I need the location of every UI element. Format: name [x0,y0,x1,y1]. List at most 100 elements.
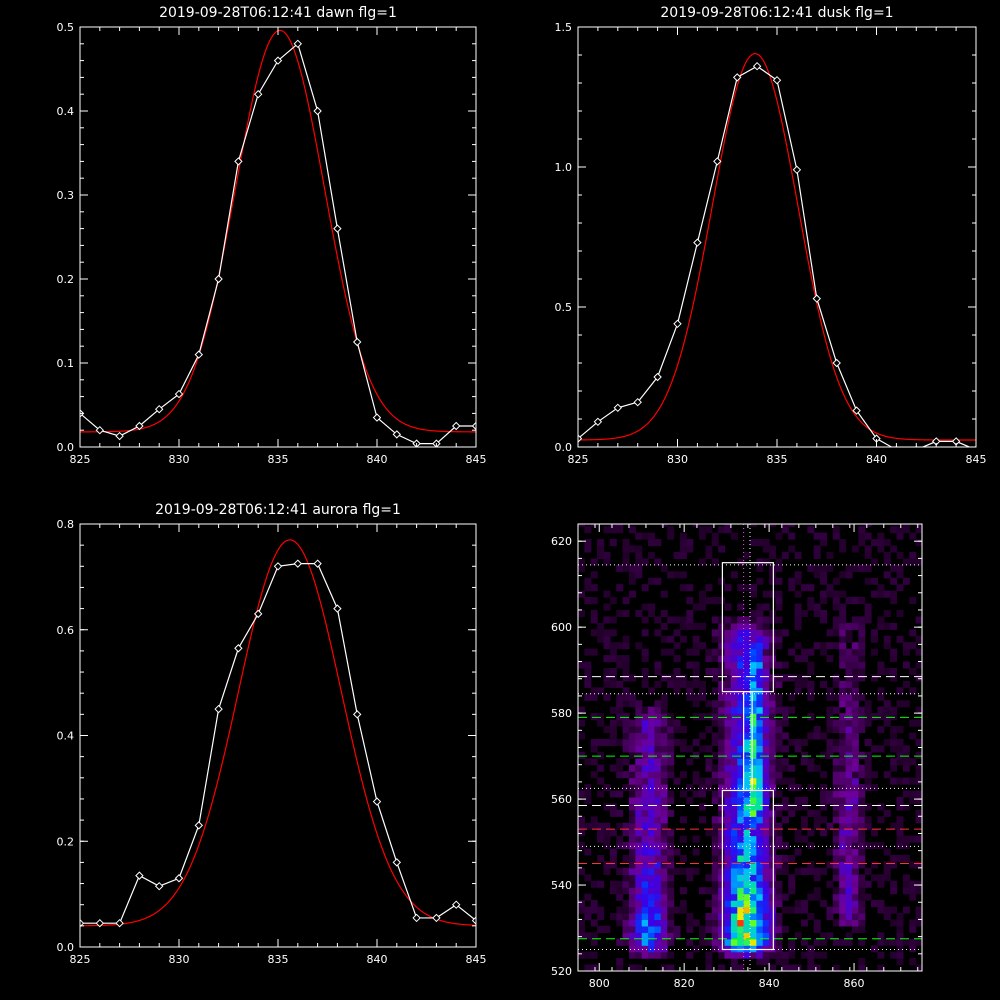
heatmap-cell [635,738,643,746]
heatmap-cell [909,938,917,946]
heatmap-cell [877,726,885,734]
heatmap-cell [603,829,611,837]
heatmap-cell [686,912,694,921]
heatmap-cell [616,919,624,927]
heatmap-cell [864,822,872,830]
heatmap-cell [769,655,777,663]
heatmap-cell [737,822,745,830]
heatmap-cell [864,564,872,572]
heatmap-cell [909,796,917,804]
heatmap-cell [762,771,770,779]
heatmap-cell [679,680,687,688]
heatmap-cell [628,906,636,914]
data-point [115,431,124,441]
heatmap-cell [788,693,796,701]
heatmap-cell [737,764,745,772]
heatmap-cell [762,545,770,553]
heatmap-cell [756,932,764,940]
heatmap-cell [794,655,802,663]
heatmap-cell [750,900,757,908]
heatmap-cell [724,758,732,766]
heatmap-cell [896,835,904,843]
heatmap-cell [628,790,636,798]
heatmap-cell [839,887,847,895]
heatmap-cell [654,925,662,933]
heatmap-cell [648,906,656,914]
heatmap-cell [750,880,757,888]
heatmap-cell [902,938,910,946]
heatmap-cell [743,874,751,882]
data-point [273,562,283,571]
y-tick-label: 0.8 [57,518,75,531]
heatmap-cell [590,738,598,746]
heatmap-cell [915,648,922,656]
heatmap-cell [807,661,815,669]
heatmap-cell [724,642,732,650]
heatmap-cell [902,842,910,850]
heatmap-cell [718,648,726,656]
heatmap-cell [915,809,922,817]
heatmap-cell [883,771,891,779]
heatmap-cell [609,809,617,817]
heatmap-cell [832,693,840,701]
heatmap-cell [699,887,707,895]
heatmap-cell [692,648,700,656]
heatmap-cell [648,771,656,779]
heatmap-cell [762,829,770,837]
heatmap-cell [673,680,681,688]
heatmap-cell [730,880,738,888]
heatmap-cell [820,577,828,585]
heatmap-cell [654,880,662,888]
heatmap-cell [622,655,630,663]
heatmap-cell [730,751,738,759]
heatmap-cell [826,738,834,746]
heatmap-cell [762,958,770,966]
heatmap-cell [839,751,847,759]
heatmap-cell [641,758,649,766]
heatmap-cell [858,616,866,624]
chart-title: 2019-09-28T06:12:41 aurora flg=1 [155,502,401,518]
heatmap-cell [839,539,847,547]
heatmap-cell [915,738,922,746]
heatmap-cell [769,964,777,971]
heatmap-cell [667,964,675,971]
heatmap-cell [750,784,757,792]
heatmap-cell [603,635,611,643]
heatmap-cell [584,680,592,688]
heatmap-cell [660,816,668,824]
data-point [812,294,822,303]
heatmap-cell [826,584,834,592]
heatmap-cell [667,887,675,895]
heatmap-cell [775,945,783,953]
heatmap-cell [890,726,898,734]
heatmap-cell [769,842,777,850]
heatmap-cell [635,867,643,875]
heatmap-cell [654,816,662,824]
heatmap-cell [603,784,611,792]
heatmap-cell [750,738,757,746]
heatmap-cell [820,571,828,579]
heatmap-cell [807,648,815,656]
heatmap-cell [590,964,598,971]
heatmap-cell [858,790,866,798]
heatmap-cell [711,751,719,759]
heatmap-cell [883,635,891,643]
heatmap-cell [590,687,598,695]
heatmap-cell [769,564,777,572]
heatmap-cell [730,732,738,740]
heatmap-cell [730,616,738,624]
heatmap-cell [762,854,770,862]
heatmap-cell [820,951,828,959]
heatmap-cell [737,629,745,637]
heatmap-cell [628,932,636,940]
heatmap-cell [877,900,885,908]
heatmap-cell [660,777,668,785]
heatmap-cell [641,655,649,663]
heatmap-cell [877,938,885,946]
heatmap-cell [584,597,592,605]
heatmap-cell [902,906,910,914]
heatmap-cell [845,887,853,895]
heatmap-cell [730,719,738,727]
heatmap-cell [871,945,879,953]
heatmap-cell [660,803,668,811]
